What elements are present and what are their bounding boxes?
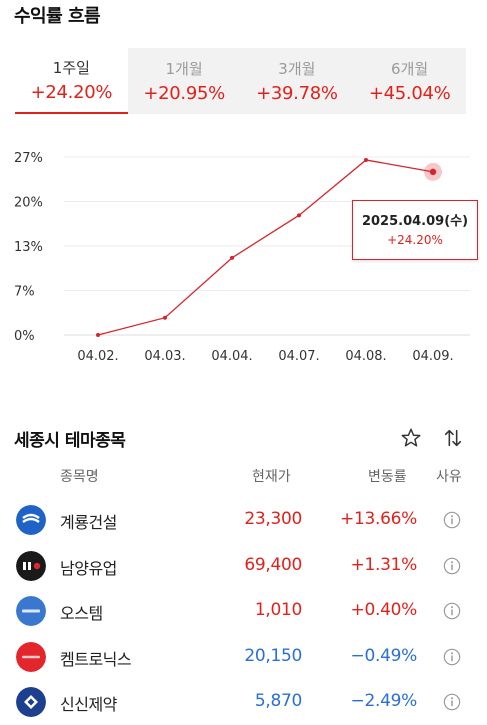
tab-1month[interactable]: 1개월 +20.95% (127, 48, 241, 114)
section-title: 수익률 흐름 (14, 6, 101, 27)
stock-change: −2.49% (350, 691, 418, 711)
namyang-logo (16, 550, 46, 581)
tab-value: +24.20% (30, 82, 113, 103)
stock-list: 계룡건설 23,300 +13.66% 남양유업 69,400 +1.31% 오… (0, 497, 487, 725)
info-icon[interactable] (443, 693, 461, 711)
tooltip-value: +24.20% (387, 233, 443, 247)
stock-row[interactable]: 남양유업 69,400 +1.31% (0, 543, 487, 589)
y-tick-label: 27% (14, 151, 43, 166)
stock-price: 5,870 (254, 691, 302, 711)
stock-price: 23,300 (244, 509, 302, 529)
data-point (364, 157, 368, 162)
tab-6month[interactable]: 6개월 +45.04% (353, 48, 466, 114)
x-tick-label: 04.07. (278, 349, 319, 364)
x-tick-label: 04.09. (412, 349, 453, 364)
stock-name: 신신제약 (60, 695, 117, 714)
x-tick-label: 04.02. (77, 349, 118, 364)
data-point (429, 168, 437, 176)
tab-label: 1주일 (52, 59, 90, 77)
sinsin-logo (16, 687, 46, 717)
austem-logo (16, 596, 46, 626)
period-tabs: 1주일 +24.20% 1개월 +20.95% 3개월 +39.78% 6개월 … (15, 48, 466, 114)
y-tick-label: 7% (14, 285, 35, 300)
data-point (96, 333, 100, 337)
column-header-change: 변동률 (368, 469, 407, 485)
sort-icon[interactable] (442, 427, 464, 449)
x-tick-label: 04.08. (345, 349, 386, 364)
stock-change: −0.49% (350, 645, 418, 666)
tab-label: 1개월 (165, 60, 203, 78)
y-tick-label: 0% (14, 329, 35, 344)
stock-name: 오스템 (60, 604, 103, 623)
stock-change: +1.31% (350, 554, 418, 575)
tab-value: +39.78% (256, 83, 338, 104)
tooltip-date: 2025.04.09(수) (361, 214, 469, 229)
gyeryong-logo (16, 505, 46, 535)
stock-price: 1,010 (254, 600, 302, 620)
tab-value: +45.04% (368, 83, 451, 104)
stock-name: 남양유업 (60, 558, 117, 578)
tab-label: 6개월 (391, 60, 429, 78)
stock-row[interactable]: 신신제약 5,870 −2.49% (0, 679, 487, 725)
chart-tooltip: 2025.04.09(수) +24.20% (352, 200, 478, 260)
column-header-name: 종목명 (60, 469, 99, 485)
column-header-price: 현재가 (252, 469, 291, 485)
stock-change: +13.66% (340, 509, 417, 529)
tab-3month[interactable]: 3개월 +39.78% (240, 48, 354, 114)
info-icon[interactable] (443, 602, 461, 620)
stock-change: +0.40% (350, 600, 418, 620)
stock-price: 69,400 (244, 554, 302, 575)
return-chart: 27% 20% 13% 7% 0% 04.02. 04.03. 04.04. 04.07. 04.… (0, 140, 487, 370)
star-icon[interactable] (400, 427, 422, 449)
y-tick-label: 13% (14, 240, 43, 255)
info-icon[interactable] (443, 557, 461, 575)
tab-1week[interactable]: 1주일 +24.20% (15, 48, 128, 114)
stock-row[interactable]: 계룡건설 23,300 +13.66% (0, 497, 487, 543)
tab-value: +20.95% (143, 83, 225, 104)
data-point (163, 315, 167, 320)
stock-name: 계룡건설 (60, 513, 117, 532)
data-point (230, 255, 234, 260)
y-tick-label: 20% (14, 196, 43, 211)
chemtronics-logo (16, 641, 46, 672)
series-line (97, 159, 434, 336)
info-icon[interactable] (443, 648, 461, 666)
x-tick-label: 04.04. (211, 349, 252, 364)
return-chart-svg: 27% 20% 13% 7% 0% 04.02. 04.03. 04.04. 04.07. 04.… (14, 151, 470, 364)
info-icon[interactable] (443, 511, 461, 529)
x-tick-label: 04.03. (144, 349, 185, 364)
data-point (297, 213, 301, 218)
theme-title: 세종시 테마종목 (14, 431, 126, 451)
stock-row[interactable]: 켐트로닉스 20,150 −0.49% (0, 634, 487, 680)
stock-name: 켐트로닉스 (60, 649, 132, 669)
tab-label: 3개월 (278, 60, 316, 78)
stock-row[interactable]: 오스템 1,010 +0.40% (0, 588, 487, 634)
stock-price: 20,150 (244, 645, 302, 666)
column-header-reason: 사유 (436, 469, 462, 485)
